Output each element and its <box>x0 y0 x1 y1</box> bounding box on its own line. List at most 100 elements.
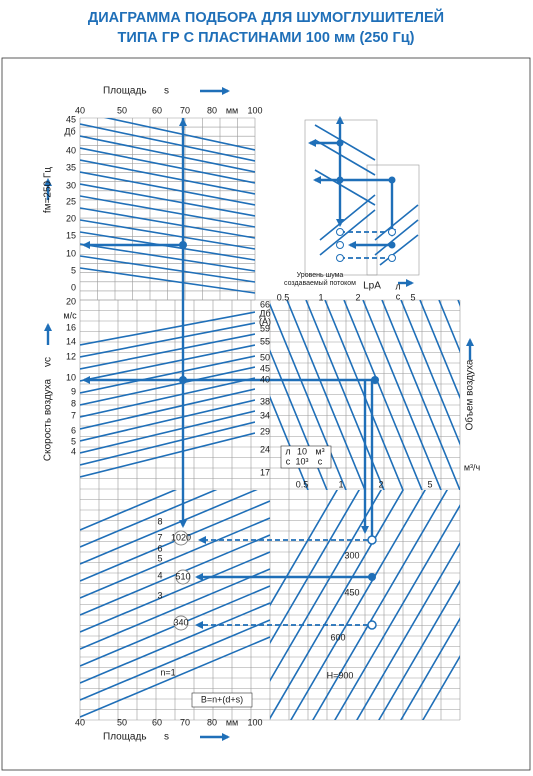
tick-label: 340 <box>173 617 188 627</box>
curve <box>80 568 270 650</box>
curve <box>399 617 460 720</box>
axis-symbol: LpA <box>363 281 381 292</box>
tick-label: мм <box>226 717 238 727</box>
tick-label: 59 <box>260 323 270 333</box>
curve <box>80 388 255 430</box>
conversion: с <box>286 456 291 466</box>
tick-label: 50 <box>117 105 127 115</box>
tick-label: 38 <box>260 396 270 406</box>
tick-label: 0 <box>71 282 76 292</box>
axis-symbol: vc <box>43 357 54 367</box>
tick-label: 1020 <box>171 532 191 542</box>
tick-label: 80 <box>207 717 217 727</box>
axis-label: создаваемый потоком <box>284 279 356 287</box>
curve <box>80 551 270 633</box>
curve <box>80 267 255 294</box>
curve <box>80 517 270 599</box>
curve <box>103 118 255 151</box>
tick-label: 25 <box>66 196 76 206</box>
tick-label: 40 <box>260 374 270 384</box>
conversion: л <box>285 446 290 456</box>
curve <box>421 654 460 720</box>
tick-label: 15 <box>66 230 76 240</box>
curve <box>80 366 255 406</box>
unit: Дб <box>64 126 75 136</box>
curve <box>419 300 460 400</box>
tick-label: 60 <box>152 717 162 727</box>
tick-label: 45 <box>260 363 270 373</box>
conversion: 10 <box>297 446 307 456</box>
curve <box>80 195 255 228</box>
tick-label: 2 <box>355 292 360 302</box>
tick-label: 40 <box>75 717 85 727</box>
curve <box>343 300 423 490</box>
schematic <box>304 116 420 276</box>
tick-label: 14 <box>66 336 76 346</box>
tick-label: 80 <box>207 105 217 115</box>
curve <box>80 123 255 162</box>
tick-label: 100 <box>247 105 262 115</box>
unit: Дб <box>259 308 270 318</box>
tick-label: H=900 <box>327 670 354 680</box>
curve <box>80 602 270 684</box>
tick-label: 4 <box>71 446 76 456</box>
tick-label: 12 <box>66 351 76 361</box>
curve <box>80 410 255 454</box>
curves <box>80 118 460 720</box>
curve-group <box>80 118 255 294</box>
tick-label: 300 <box>344 550 359 560</box>
tick-label: 8 <box>71 398 76 408</box>
tick-label: 8 <box>157 516 162 526</box>
curve <box>286 300 366 490</box>
curve <box>80 355 255 394</box>
tick-label: 30 <box>66 180 76 190</box>
axis-symbol: s <box>164 732 169 743</box>
title: ТИПА ГР С ПЛАСТИНАМИ 100 мм (250 Гц) <box>118 30 415 46</box>
tick-label: 5 <box>410 292 415 302</box>
curve <box>80 619 270 701</box>
curve <box>311 490 449 720</box>
curve <box>80 534 270 616</box>
curve <box>362 300 442 490</box>
curve <box>270 490 383 683</box>
curve <box>80 159 255 195</box>
curve <box>80 243 255 272</box>
curve <box>333 503 460 720</box>
tick-label: 450 <box>344 587 359 597</box>
axis-label: Площадь <box>103 86 147 97</box>
tick-label: 45 <box>66 114 76 124</box>
tick-label: 20 <box>66 296 76 306</box>
unit: м/с <box>63 310 77 320</box>
curve <box>355 541 460 720</box>
formula: B=n+(d+s) <box>201 694 243 704</box>
axis-label: Объем воздуха <box>464 359 476 430</box>
tick-label: 1 <box>338 479 343 489</box>
curve <box>270 490 405 720</box>
tick-label: 20 <box>66 213 76 223</box>
tick-label: 70 <box>180 105 190 115</box>
tick-label: 0.5 <box>277 292 290 302</box>
tick-label: 50 <box>260 352 270 362</box>
tick-label: 5 <box>157 553 162 563</box>
axis-label: Уровень шума <box>297 272 344 279</box>
tick-label: 55 <box>260 336 270 346</box>
curve-group <box>270 300 460 490</box>
tick-label: 3 <box>157 590 162 600</box>
conversion: м³ <box>315 446 324 456</box>
curve <box>80 135 255 173</box>
axis-label: fм=250 Гц <box>43 167 54 213</box>
curve <box>80 171 255 206</box>
tick-label: 5 <box>71 436 76 446</box>
tick-label: 0.5 <box>296 479 309 489</box>
tick-label: 9 <box>71 386 76 396</box>
curve <box>80 255 255 283</box>
unit: (А) <box>259 316 271 326</box>
tick-label: мм <box>226 105 238 115</box>
curve <box>80 322 255 358</box>
curve <box>400 300 460 446</box>
unit: м³/ч <box>464 462 481 472</box>
curve <box>80 490 258 565</box>
curve <box>80 219 255 250</box>
axis-label: Скорость воздуха <box>43 378 54 461</box>
